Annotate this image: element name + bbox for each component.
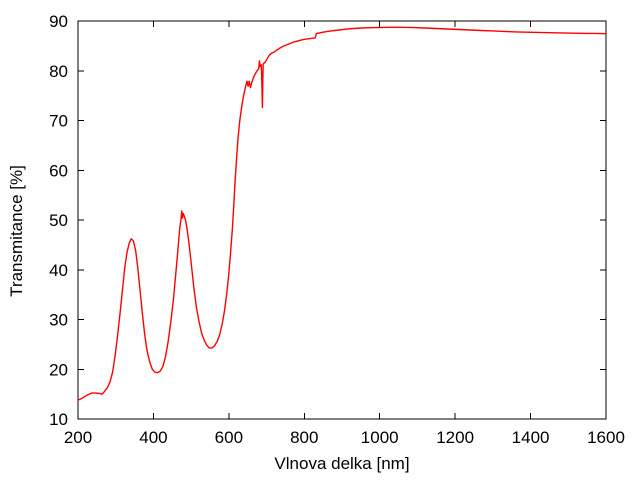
tick-labels: 200 400 600 800 1000 1200 1400 1600 10 20 30 40 50 60…	[49, 12, 625, 447]
y-tick-label: 70	[49, 112, 68, 131]
plot-frame	[77, 20, 607, 420]
transmittance-curve	[77, 26, 607, 401]
x-axis-title: Vlnova delka [nm]	[274, 454, 409, 473]
x-tick-label: 1000	[361, 428, 399, 447]
y-tick-label: 60	[49, 161, 68, 180]
y-tick-label: 50	[49, 211, 68, 230]
y-tick-label: 20	[49, 360, 68, 379]
x-tick-label: 400	[139, 428, 167, 447]
y-tick-label: 40	[49, 261, 68, 280]
x-tick-label: 1400	[512, 428, 550, 447]
y-tick-label: 80	[49, 62, 68, 81]
y-tick-label: 30	[49, 311, 68, 330]
axis-ticks	[77, 20, 607, 420]
x-tick-label: 1200	[436, 428, 474, 447]
y-tick-label: 90	[49, 12, 68, 31]
x-tick-label: 600	[215, 428, 243, 447]
x-tick-label: 200	[64, 428, 92, 447]
y-axis-title: Transmitance [%]	[7, 165, 26, 297]
x-tick-label: 800	[290, 428, 318, 447]
x-tick-label: 1600	[587, 428, 625, 447]
y-tick-label: 10	[49, 410, 68, 429]
